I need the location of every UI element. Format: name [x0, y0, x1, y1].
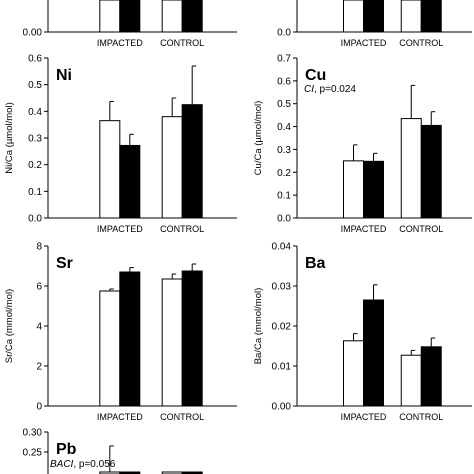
bar-before: [343, 0, 364, 33]
bar-before: [99, 120, 121, 219]
y-tick-label: 0.0: [28, 214, 42, 225]
bar-after: [420, 346, 442, 407]
bar-before: [161, 278, 183, 407]
y-axis-label: Ni/Ca (µmol/mol): [4, 102, 15, 173]
bar-after: [363, 160, 384, 219]
stat-test-name: CI: [304, 84, 314, 95]
chart-panel-2: 0.0 0.1 0.2 0.3 0.4 0.5 0.6 IMPACTED CONTROL Ni Ni…: [4, 54, 237, 234]
y-axis-label: Sr/Ca (mmol/mol): [4, 289, 15, 363]
stat-annotation: BACI, p=0.056: [50, 459, 116, 470]
category-label: IMPACTED: [97, 412, 143, 422]
chart-panel-3: 0.0 0.1 0.2 0.3 0.4 0.5 0.6 0.7 IMPACTED CONTROL C…: [253, 54, 472, 234]
category-label: IMPACTED: [341, 38, 387, 48]
y-tick-label: 0.2: [28, 160, 42, 171]
y-tick-label: 0.4: [277, 122, 291, 133]
bar-before: [99, 290, 121, 407]
y-tick-label: 4: [36, 322, 42, 333]
category-label: IMPACTED: [97, 38, 143, 48]
panel-title: Sr: [56, 255, 73, 272]
stat-p-value: , p=0.056: [73, 459, 115, 470]
stat-p-value: , p=0.024: [314, 84, 356, 95]
bar-after: [181, 471, 203, 474]
bar-before: [400, 354, 422, 407]
y-tick-label: 0.6: [28, 54, 42, 65]
y-tick-label: 0.5: [28, 80, 42, 91]
y-tick-label: 0.03: [272, 282, 292, 293]
y-tick-label: 8: [36, 242, 42, 253]
y-tick-label: 0.5: [277, 99, 291, 110]
y-tick-label: 0.0: [277, 28, 291, 39]
chart-panel-5: 0.00 0.01 0.02 0.03 0.04 IMPACTED CONTROL Ba Ba/…: [253, 242, 472, 422]
category-label: IMPACTED: [341, 412, 387, 422]
y-tick-label: 0.30: [23, 428, 43, 439]
chart-panel-1: 0.0 IMPACTED CONTROL: [277, 0, 472, 48]
category-label: CONTROL: [399, 224, 443, 234]
bar-before: [400, 118, 422, 219]
y-tick-label: 0.02: [272, 322, 292, 333]
y-tick-label: 2: [36, 362, 42, 373]
bar-after: [181, 0, 203, 33]
y-tick-label: 0.4: [28, 107, 42, 118]
y-tick-label: 0: [36, 402, 42, 413]
bar-after: [420, 124, 442, 219]
category-label: IMPACTED: [97, 224, 143, 234]
panel-title: Ni: [56, 67, 72, 84]
y-tick-label: 6: [36, 282, 42, 293]
bar-before: [161, 116, 183, 219]
y-tick-label: 0.6: [277, 76, 291, 87]
bar-before: [343, 340, 364, 407]
y-tick-label: 0.25: [23, 448, 43, 459]
chart-panel-4: 0 2 4 6 8 IMPACTED CONTROL Sr Sr/Ca (mmol/mol): [4, 242, 237, 422]
stat-annotation: CI, p=0.024: [304, 84, 356, 95]
y-tick-label: 0.00: [23, 28, 43, 39]
y-tick-label: 0.1: [277, 191, 291, 202]
category-label: CONTROL: [160, 224, 204, 234]
category-label: CONTROL: [160, 38, 204, 48]
bar-before: [400, 0, 422, 33]
bar-after: [119, 144, 141, 219]
bar-before: [161, 0, 183, 33]
y-axis-label: Cu/Ca (µmol/mol): [253, 101, 264, 176]
y-tick-label: 0.01: [272, 362, 292, 373]
category-label: CONTROL: [399, 412, 443, 422]
y-tick-label: 0.3: [277, 145, 291, 156]
bar-after: [420, 0, 442, 33]
y-tick-label: 0.2: [277, 168, 291, 179]
y-axis-label: Ba/Ca (mmol/mol): [253, 288, 264, 365]
panel-title: Cu: [305, 67, 326, 84]
bar-after: [363, 0, 384, 33]
category-label: IMPACTED: [341, 224, 387, 234]
category-label: CONTROL: [399, 38, 443, 48]
y-tick-label: 0.7: [277, 54, 291, 65]
bar-before: [99, 0, 121, 33]
bar-before: [343, 160, 364, 219]
chart-panel-0: 0.00 IMPACTED CONTROL: [23, 0, 237, 48]
bar-after: [363, 299, 384, 407]
y-tick-label: 0.04: [272, 242, 292, 253]
category-label: CONTROL: [160, 412, 204, 422]
y-tick-label: 0.3: [28, 134, 42, 145]
panel-title: Pb: [56, 441, 77, 458]
bar-after: [181, 270, 203, 407]
y-tick-label: 0.1: [28, 187, 42, 198]
bar-after: [119, 271, 141, 407]
y-tick-label: 0.00: [272, 402, 292, 413]
bar-after: [181, 104, 203, 219]
panel-title: Ba: [305, 255, 326, 272]
bar-after: [119, 0, 141, 33]
stat-test-name: BACI: [50, 459, 74, 470]
y-tick-label: 0.0: [277, 214, 291, 225]
bar-after: [119, 471, 141, 474]
